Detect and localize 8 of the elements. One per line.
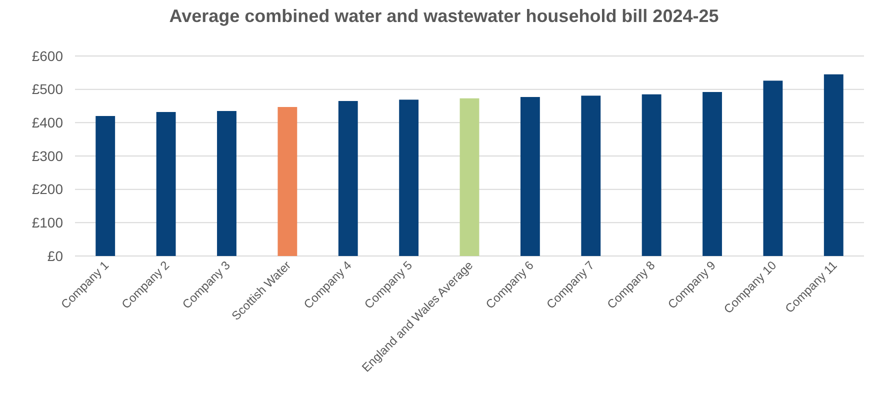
y-tick-label: £300 — [32, 148, 64, 164]
y-tick-label: £600 — [32, 48, 64, 64]
y-tick-label: £100 — [32, 214, 64, 231]
y-tick-label: £200 — [32, 181, 64, 198]
chart-title: Average combined water and wastewater household bill 2024-25 — [169, 6, 719, 26]
y-tick-label: £500 — [32, 81, 64, 98]
y-tick-label: £400 — [32, 114, 64, 131]
y-tick-label: £0 — [47, 248, 64, 264]
